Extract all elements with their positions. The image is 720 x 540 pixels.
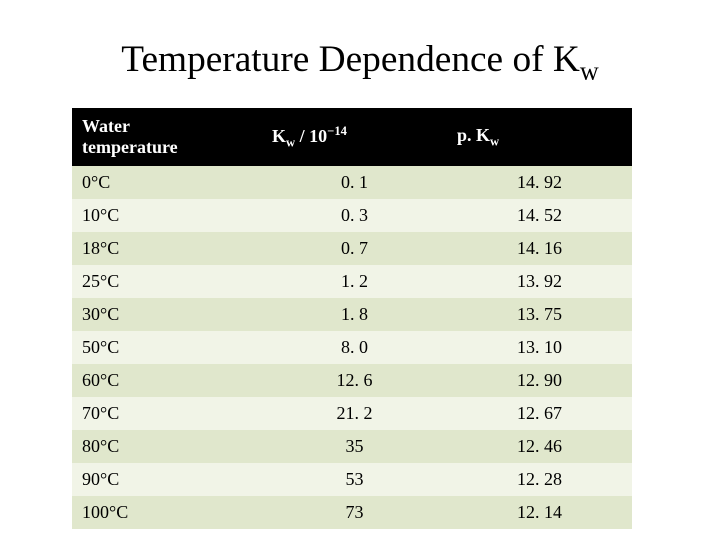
cell-pkw: 13. 75 xyxy=(447,298,632,331)
table-row: 50°C8. 013. 10 xyxy=(72,331,632,364)
table-row: 90°C5312. 28 xyxy=(72,463,632,496)
cell-kw: 35 xyxy=(262,430,447,463)
table-row: 18°C0. 714. 16 xyxy=(72,232,632,265)
kw-table: Watertemperature Kw / 10−14 p. Kw 0°C0. … xyxy=(72,108,632,529)
header-kw: Kw / 10−14 xyxy=(262,108,447,166)
table-row: 10°C0. 314. 52 xyxy=(72,199,632,232)
slide-title: Temperature Dependence of Kw xyxy=(0,38,720,86)
cell-pkw: 12. 90 xyxy=(447,364,632,397)
cell-kw: 0. 1 xyxy=(262,166,447,199)
cell-temperature: 100°C xyxy=(72,496,262,529)
table-row: 25°C1. 213. 92 xyxy=(72,265,632,298)
cell-temperature: 10°C xyxy=(72,199,262,232)
cell-temperature: 50°C xyxy=(72,331,262,364)
cell-pkw: 14. 52 xyxy=(447,199,632,232)
cell-pkw: 12. 14 xyxy=(447,496,632,529)
cell-pkw: 14. 92 xyxy=(447,166,632,199)
cell-kw: 1. 2 xyxy=(262,265,447,298)
table-row: 70°C21. 212. 67 xyxy=(72,397,632,430)
header-water-temperature: Watertemperature xyxy=(72,108,262,166)
cell-pkw: 12. 46 xyxy=(447,430,632,463)
cell-temperature: 18°C xyxy=(72,232,262,265)
table-body: 0°C0. 114. 9210°C0. 314. 5218°C0. 714. 1… xyxy=(72,166,632,529)
table-row: 30°C1. 813. 75 xyxy=(72,298,632,331)
cell-temperature: 90°C xyxy=(72,463,262,496)
title-text: Temperature Dependence of Kw xyxy=(121,39,598,80)
table-row: 60°C12. 612. 90 xyxy=(72,364,632,397)
header-pkw: p. Kw xyxy=(447,108,632,166)
cell-pkw: 12. 28 xyxy=(447,463,632,496)
cell-kw: 12. 6 xyxy=(262,364,447,397)
cell-kw: 0. 7 xyxy=(262,232,447,265)
cell-temperature: 30°C xyxy=(72,298,262,331)
table-row: 80°C3512. 46 xyxy=(72,430,632,463)
cell-pkw: 14. 16 xyxy=(447,232,632,265)
cell-kw: 73 xyxy=(262,496,447,529)
table-row: 100°C7312. 14 xyxy=(72,496,632,529)
cell-temperature: 60°C xyxy=(72,364,262,397)
cell-kw: 53 xyxy=(262,463,447,496)
cell-temperature: 70°C xyxy=(72,397,262,430)
cell-temperature: 80°C xyxy=(72,430,262,463)
cell-kw: 21. 2 xyxy=(262,397,447,430)
cell-pkw: 12. 67 xyxy=(447,397,632,430)
cell-pkw: 13. 10 xyxy=(447,331,632,364)
cell-temperature: 25°C xyxy=(72,265,262,298)
kw-table-wrap: Watertemperature Kw / 10−14 p. Kw 0°C0. … xyxy=(72,108,632,529)
slide: Temperature Dependence of Kw Watertemper… xyxy=(0,0,720,540)
table-row: 0°C0. 114. 92 xyxy=(72,166,632,199)
cell-kw: 0. 3 xyxy=(262,199,447,232)
header-row: Watertemperature Kw / 10−14 p. Kw xyxy=(72,108,632,166)
cell-kw: 8. 0 xyxy=(262,331,447,364)
cell-temperature: 0°C xyxy=(72,166,262,199)
cell-kw: 1. 8 xyxy=(262,298,447,331)
cell-pkw: 13. 92 xyxy=(447,265,632,298)
table-head: Watertemperature Kw / 10−14 p. Kw xyxy=(72,108,632,166)
